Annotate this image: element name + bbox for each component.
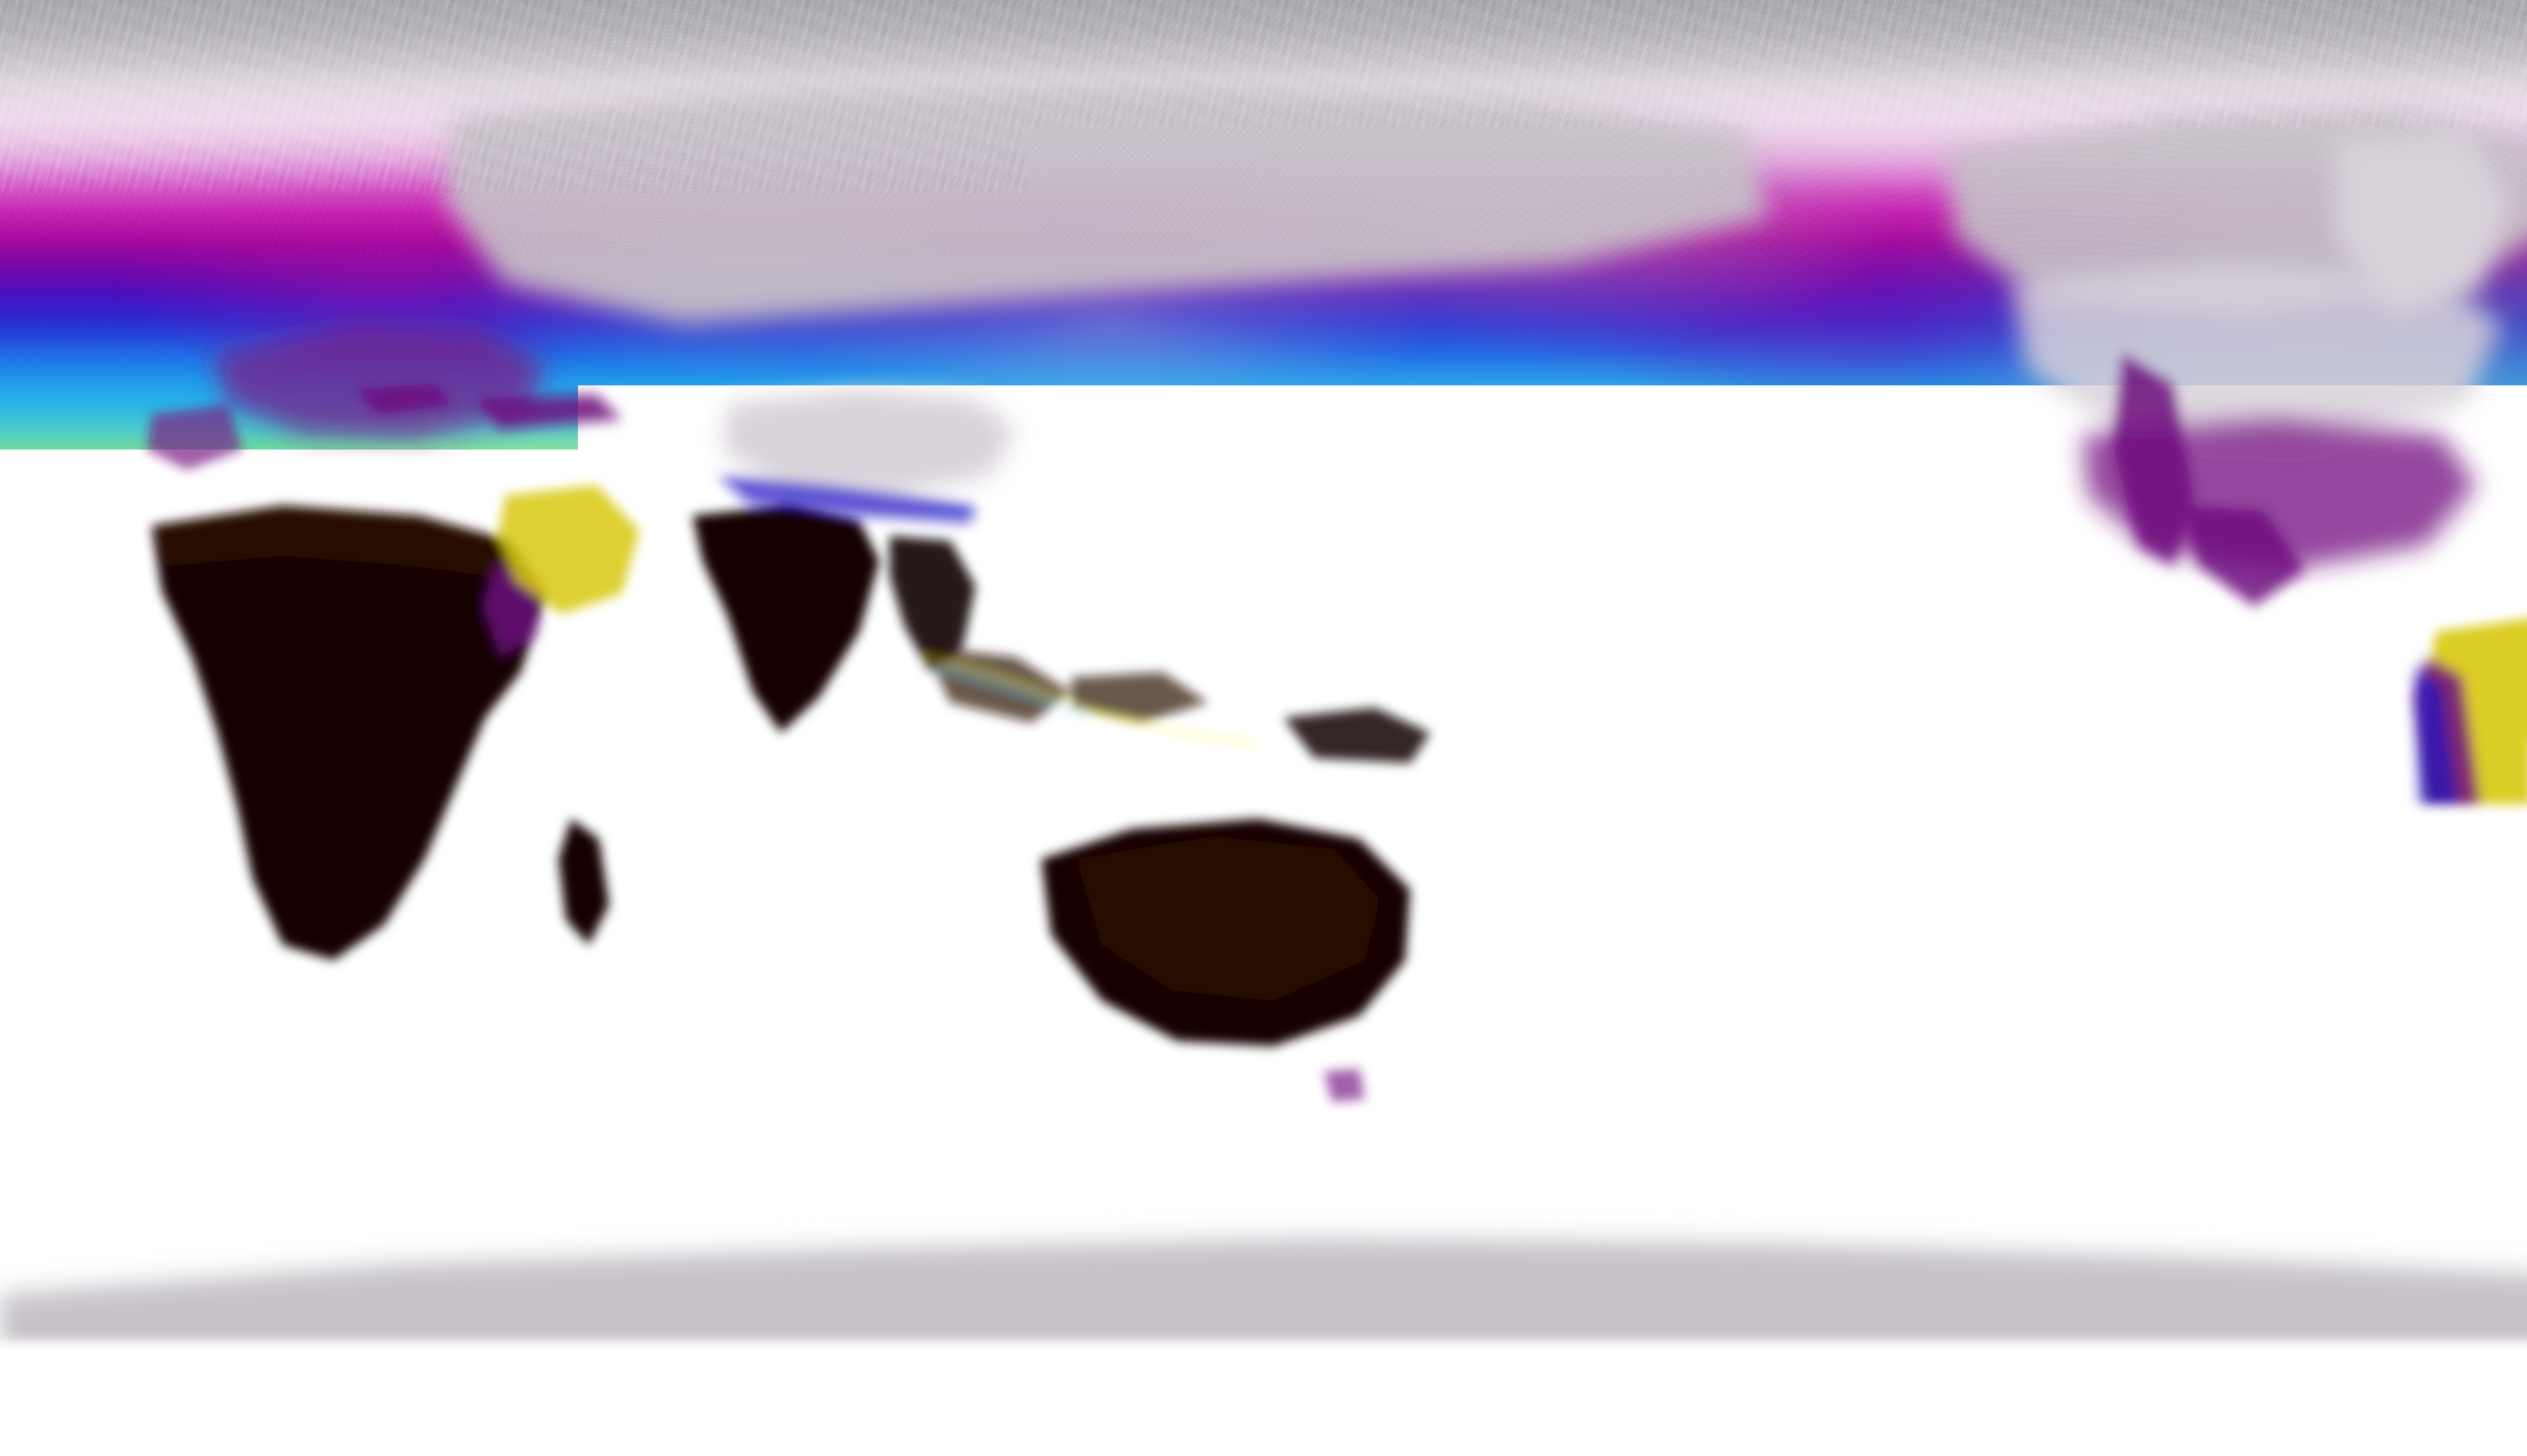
edge-vignette [0,0,2527,1456]
temperature-map-visualization [0,0,2527,1456]
